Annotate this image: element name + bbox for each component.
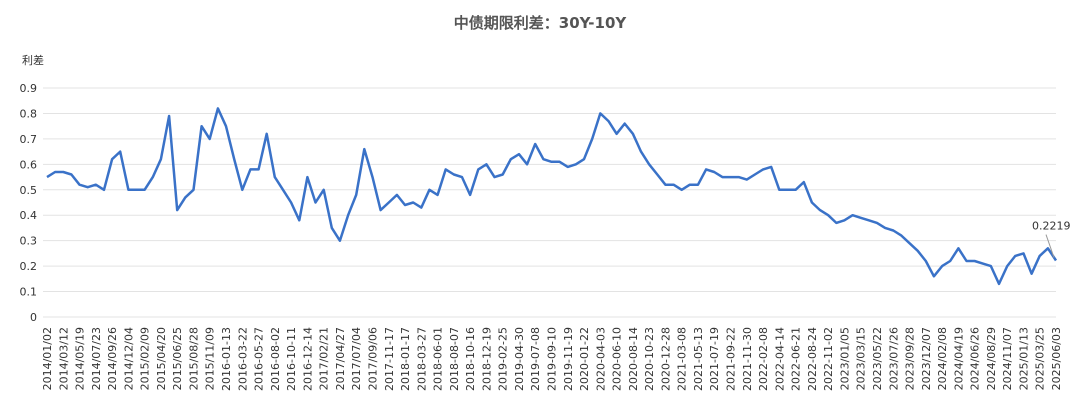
x-tick-label: 2022-08-24 xyxy=(806,327,819,391)
x-tick-label: 2017/07/04 xyxy=(350,327,363,390)
x-tick-label: 2017-11-17 xyxy=(383,327,396,391)
x-tick-label: 2022-02-08 xyxy=(757,327,770,391)
x-tick-label: 2023/01/05 xyxy=(838,327,851,390)
x-tick-label: 2024/04/19 xyxy=(952,327,965,390)
x-tick-label: 2020-08-14 xyxy=(627,327,640,391)
x-tick-label: 2018-12-19 xyxy=(480,327,493,391)
x-tick-label: 2017/09/06 xyxy=(366,327,379,390)
y-tick-label: 0.7 xyxy=(20,133,38,146)
x-tick-label: 2025/06/03 xyxy=(1050,327,1063,390)
x-tick-label: 2014/07/23 xyxy=(90,327,103,390)
x-tick-label: 2014/01/02 xyxy=(41,327,54,390)
x-tick-label: 2021-07-19 xyxy=(708,327,721,391)
x-tick-label: 2020-01-22 xyxy=(578,327,591,391)
x-tick-label: 2023/09/28 xyxy=(904,327,917,390)
x-tick-label: 2020-10-23 xyxy=(643,327,656,391)
y-tick-label: 0.9 xyxy=(20,82,38,95)
data-line xyxy=(46,107,1058,286)
x-tick-label: 2014/03/12 xyxy=(57,327,70,390)
y-tick-label: 0 xyxy=(30,311,37,324)
y-axis-label: 利差 xyxy=(22,53,44,67)
x-tick-label: 2016-08-02 xyxy=(269,327,282,391)
x-tick-label: 2025/03/25 xyxy=(1034,327,1047,390)
x-tick-label: 2015/02/09 xyxy=(139,327,152,390)
x-tick-label: 2016-12-14 xyxy=(301,327,314,391)
x-tick-label: 2016-01-13 xyxy=(220,327,233,391)
x-tick-label: 2018-01-17 xyxy=(399,327,412,391)
x-tick-label: 2016-03-22 xyxy=(236,327,249,391)
x-tick-label: 2023/07/26 xyxy=(887,327,900,390)
y-tick-label: 0.2 xyxy=(20,260,38,273)
x-tick-label: 2024/08/29 xyxy=(985,327,998,390)
x-tick-label: 2019-09-10 xyxy=(546,327,559,391)
x-tick-label: 2015/06/25 xyxy=(171,327,184,390)
x-tick-label: 2015/04/20 xyxy=(155,327,168,390)
x-tick-label: 2015/11/09 xyxy=(204,327,217,390)
x-tick-label: 2022-06-21 xyxy=(790,327,803,391)
x-tick-label: 2023/12/07 xyxy=(920,327,933,390)
chart-title: 中债期限利差：30Y-10Y xyxy=(454,14,628,32)
x-tick-label: 2018-06-01 xyxy=(432,327,445,391)
x-tick-label: 2019-07-08 xyxy=(529,327,542,391)
x-tick-label: 2021-09-22 xyxy=(725,327,738,391)
x-tick-label: 2014/09/26 xyxy=(106,327,119,390)
x-tick-label: 2024/02/08 xyxy=(936,327,949,390)
x-tick-label: 2023/05/22 xyxy=(871,327,884,390)
y-tick-label: 0.1 xyxy=(20,286,38,299)
x-tick-label: 2022-11-02 xyxy=(822,327,835,391)
x-tick-label: 2025/01/13 xyxy=(1017,327,1030,390)
x-tick-label: 2019-11-19 xyxy=(562,327,575,391)
x-tick-label: 2018-03-27 xyxy=(415,327,428,391)
x-tick-label: 2023/03/15 xyxy=(855,327,868,390)
x-tick-label: 2018-10-16 xyxy=(464,327,477,391)
x-tick-label: 2019-04-30 xyxy=(513,327,526,391)
x-tick-label: 2020-12-28 xyxy=(659,327,672,391)
x-tick-label: 2019-02-25 xyxy=(497,327,510,391)
x-tick-label: 2024/11/07 xyxy=(1001,327,1014,390)
x-tick-label: 2020-04-03 xyxy=(594,327,607,391)
x-tick-label: 2017/04/27 xyxy=(334,327,347,390)
x-tick-label: 2020-06-10 xyxy=(611,327,624,391)
x-tick-label: 2024/06/26 xyxy=(969,327,982,390)
y-tick-label: 0.5 xyxy=(20,184,38,197)
x-tick-label: 2014/12/04 xyxy=(122,327,135,390)
x-tick-label: 2018-08-07 xyxy=(448,327,461,391)
x-tick-label: 2017/02/21 xyxy=(318,327,331,390)
y-tick-label: 0.3 xyxy=(20,235,38,248)
x-tick-label: 2016-10-11 xyxy=(285,327,298,391)
y-tick-label: 0.6 xyxy=(20,158,38,171)
x-tick-label: 2021-11-30 xyxy=(741,327,754,391)
y-tick-label: 0.8 xyxy=(20,107,38,120)
value-label: 0.2219 xyxy=(1032,220,1071,233)
x-tick-label: 2015/08/28 xyxy=(187,327,200,390)
y-tick-label: 0.4 xyxy=(20,209,38,222)
label-leader xyxy=(1045,234,1055,258)
x-tick-label: 2021-05-13 xyxy=(692,327,705,391)
x-tick-label: 2022-04-14 xyxy=(773,327,786,391)
x-tick-label: 2014/05/19 xyxy=(74,327,87,390)
x-tick-label: 2016-05-27 xyxy=(253,327,266,391)
x-tick-label: 2021-03-08 xyxy=(676,327,689,391)
